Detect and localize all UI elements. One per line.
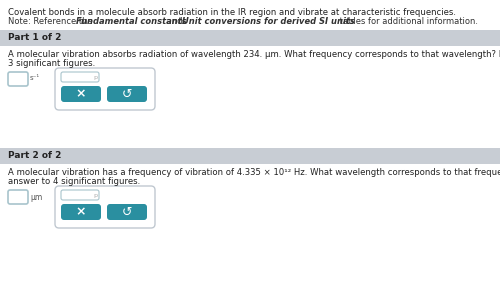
Text: Part 2 of 2: Part 2 of 2	[8, 152, 62, 160]
Text: s⁻¹: s⁻¹	[30, 75, 40, 81]
Text: p: p	[93, 192, 97, 198]
Text: Unit conversions for derived SI units: Unit conversions for derived SI units	[182, 17, 355, 26]
Text: Covalent bonds in a molecule absorb radiation in the IR region and vibrate at ch: Covalent bonds in a molecule absorb radi…	[8, 8, 456, 17]
Bar	[0, 30, 500, 46]
FancyBboxPatch shape	[61, 190, 99, 200]
Text: Fundamental constants: Fundamental constants	[76, 17, 187, 26]
Text: A molecular vibration absorbs radiation of wavelength 234. μm. What frequency co: A molecular vibration absorbs radiation …	[8, 50, 500, 59]
Text: p: p	[93, 74, 97, 80]
Text: ↺: ↺	[122, 206, 132, 218]
Text: ×: ×	[76, 88, 86, 101]
Text: answer to 4 significant figures.: answer to 4 significant figures.	[8, 177, 140, 186]
FancyBboxPatch shape	[55, 186, 155, 228]
Text: Part 1 of 2: Part 1 of 2	[8, 34, 62, 42]
FancyBboxPatch shape	[107, 204, 147, 220]
Text: μm: μm	[30, 193, 42, 202]
Text: and: and	[164, 17, 185, 26]
Text: ×: ×	[76, 206, 86, 218]
Text: 3 significant figures.: 3 significant figures.	[8, 59, 95, 68]
Text: ↺: ↺	[122, 88, 132, 101]
FancyBboxPatch shape	[8, 72, 28, 86]
FancyBboxPatch shape	[61, 86, 101, 102]
FancyBboxPatch shape	[61, 204, 101, 220]
FancyBboxPatch shape	[8, 190, 28, 204]
Text: A molecular vibration has a frequency of vibration of 4.335 × 10¹² Hz. What wave: A molecular vibration has a frequency of…	[8, 168, 500, 177]
FancyBboxPatch shape	[107, 86, 147, 102]
Text: Note: Reference the: Note: Reference the	[8, 17, 96, 26]
FancyBboxPatch shape	[55, 68, 155, 110]
Bar	[0, 148, 500, 164]
Text: tables for additional information.: tables for additional information.	[337, 17, 478, 26]
FancyBboxPatch shape	[61, 72, 99, 82]
